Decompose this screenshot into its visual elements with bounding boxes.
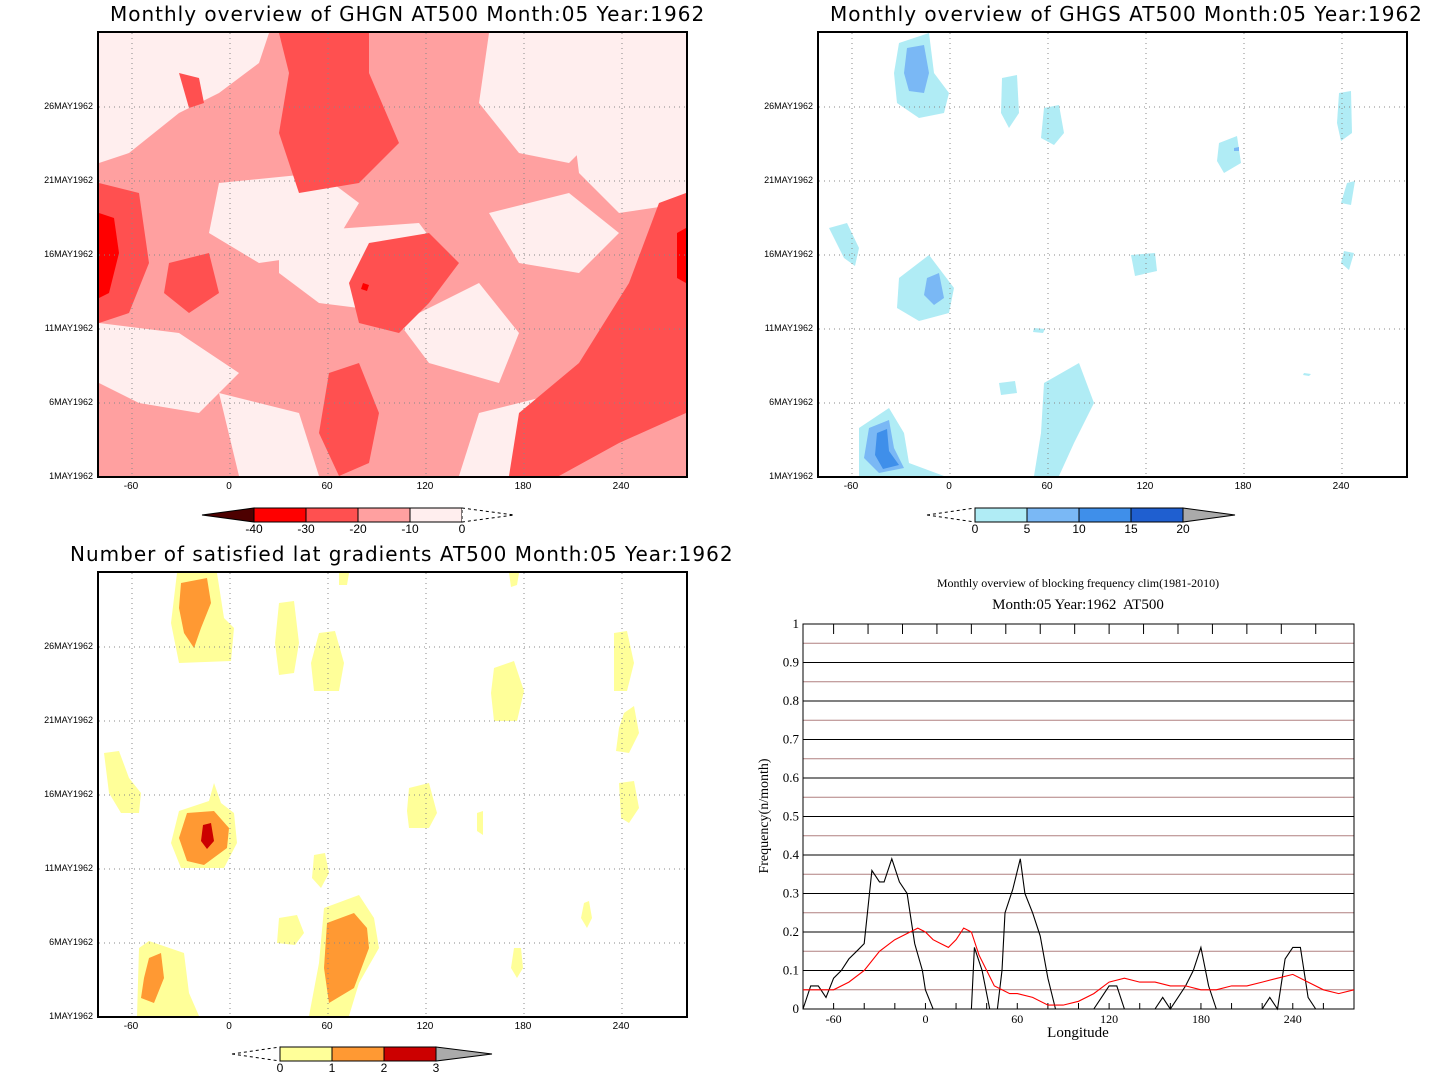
lat-contour-map xyxy=(99,573,686,1016)
lat-cbar-label-0: 0 xyxy=(276,1061,284,1075)
lat-ytick-6may: 6MAY1962 xyxy=(49,937,93,947)
lat-cbar-label-3: 3 xyxy=(432,1061,440,1075)
ghgn-cbar-label-m30: -30 xyxy=(297,522,315,536)
ghgn-ytick-21may: 21MAY1962 xyxy=(44,175,93,185)
ghgn-cbar-label-m10: -10 xyxy=(401,522,419,536)
ghgs-xtick-240: 240 xyxy=(1332,481,1350,492)
freq-xlabel: Longitude xyxy=(1047,1025,1109,1041)
lat-ytick-16may: 16MAY1962 xyxy=(44,789,93,799)
ghgs-ytick-16may: 16MAY1962 xyxy=(764,249,813,259)
ghgn-xtick-0: 0 xyxy=(226,481,232,492)
freq-title: Monthly overview of blocking frequency c… xyxy=(936,576,1220,590)
freq-ytick-label: 0.6 xyxy=(783,770,800,785)
freq-ytick-label: 0.9 xyxy=(783,655,799,670)
lat-xtick-120: 120 xyxy=(416,1021,434,1032)
ghgs-xtick-180: 180 xyxy=(1234,481,1252,492)
ghgn-colorbar xyxy=(201,507,515,523)
lat-ytick-26may: 26MAY1962 xyxy=(44,641,93,651)
freq-subtitle: Month:05 Year:1962 AT500 xyxy=(992,597,1164,613)
ghgn-contour-map xyxy=(99,33,686,476)
ghgs-title: Monthly overview of GHGS AT500 Month:05 … xyxy=(830,2,1423,26)
ghgs-xtick-0: 0 xyxy=(946,481,952,492)
ghgn-xtick-60: 60 xyxy=(321,481,333,492)
ghgn-xtick-180: 180 xyxy=(514,481,532,492)
series-line-clim xyxy=(803,927,1355,1006)
lat-ytick-11may: 11MAY1962 xyxy=(44,863,93,873)
ghgs-cbar-label-10: 10 xyxy=(1072,522,1086,536)
ghgn-plot-area xyxy=(97,31,688,478)
ghgn-cbar-label-m40: -40 xyxy=(245,522,263,536)
ghgn-xtick-m60: -60 xyxy=(123,481,139,492)
lat-colorbar xyxy=(231,1046,493,1062)
ghgn-title: Monthly overview of GHGN AT500 Month:05 … xyxy=(110,2,706,26)
freq-xtick-label: 240 xyxy=(1284,1012,1302,1025)
lat-xtick-0: 0 xyxy=(226,1021,232,1032)
ghgs-ytick-1may: 1MAY1962 xyxy=(769,471,813,481)
lat-ytick-1may: 1MAY1962 xyxy=(49,1011,93,1021)
ghgn-cbar-label-0: 0 xyxy=(458,522,466,536)
freq-ytick-label: 0.5 xyxy=(783,809,799,824)
lat-title: Number of satisfied lat gradients AT500 … xyxy=(70,542,734,566)
ghgn-ytick-1may: 1MAY1962 xyxy=(49,471,93,481)
lat-xtick-m60: -60 xyxy=(123,1021,139,1032)
lat-xtick-240: 240 xyxy=(612,1021,630,1032)
freq-ytick-label: 0 xyxy=(793,1001,800,1016)
ghgs-cbar-label-15: 15 xyxy=(1124,522,1138,536)
lat-cbar-label-1: 1 xyxy=(328,1061,336,1075)
ghgs-ytick-26may: 26MAY1962 xyxy=(764,101,813,111)
freq-ytick-label: 0.7 xyxy=(783,732,800,747)
ghgn-cbar-label-m20: -20 xyxy=(349,522,367,536)
ghgn-xtick-240: 240 xyxy=(612,481,630,492)
ghgn-xtick-120: 120 xyxy=(416,481,434,492)
ghgn-ytick-16may: 16MAY1962 xyxy=(44,249,93,259)
lat-cbar-label-2: 2 xyxy=(380,1061,388,1075)
freq-ytick-label: 0.3 xyxy=(783,886,799,901)
ghgs-xtick-60: 60 xyxy=(1041,481,1053,492)
ghgs-contour-map xyxy=(819,33,1406,476)
freq-xtick-label: 120 xyxy=(1100,1012,1118,1025)
ghgs-xtick-120: 120 xyxy=(1136,481,1154,492)
freq-ytick-label: 0.1 xyxy=(783,963,799,978)
freq-ytick-label: 0.8 xyxy=(783,693,799,708)
ghgs-ytick-21may: 21MAY1962 xyxy=(764,175,813,185)
ghgs-cbar-label-0: 0 xyxy=(971,522,979,536)
freq-xtick-label: 0 xyxy=(922,1012,928,1025)
ghgs-xtick-m60: -60 xyxy=(843,481,859,492)
ghgs-cbar-label-5: 5 xyxy=(1023,522,1031,536)
lat-xtick-180: 180 xyxy=(514,1021,532,1032)
ghgn-ytick-26may: 26MAY1962 xyxy=(44,101,93,111)
lat-xtick-60: 60 xyxy=(321,1021,333,1032)
ghgs-cbar-label-20: 20 xyxy=(1176,522,1190,536)
freq-line-chart: 1 0.9 0.8 0.7 0.6 0.5 0.4 0.3 0.2 0.1 0 -60 0 60 120 18… xyxy=(783,616,1355,1025)
lat-ytick-21may: 21MAY1962 xyxy=(44,715,93,725)
freq-xtick-label: -60 xyxy=(826,1012,842,1025)
freq-xtick-label: 60 xyxy=(1011,1012,1023,1025)
freq-ytick-label: 0.4 xyxy=(783,847,800,862)
ghgn-ytick-6may: 6MAY1962 xyxy=(49,397,93,407)
freq-xtick-label: 180 xyxy=(1192,1012,1210,1025)
freq-ytick-label: 0.2 xyxy=(783,924,799,939)
series-line-year xyxy=(802,857,1354,1011)
lat-plot-area xyxy=(97,571,688,1018)
ghgs-ytick-6may: 6MAY1962 xyxy=(769,397,813,407)
ghgn-ytick-11may: 11MAY1962 xyxy=(44,323,93,333)
ghgs-ytick-11may: 11MAY1962 xyxy=(764,323,813,333)
ghgs-colorbar xyxy=(926,507,1236,523)
ghgs-plot-area xyxy=(817,31,1408,478)
freq-ytick-label: 1 xyxy=(793,616,800,631)
